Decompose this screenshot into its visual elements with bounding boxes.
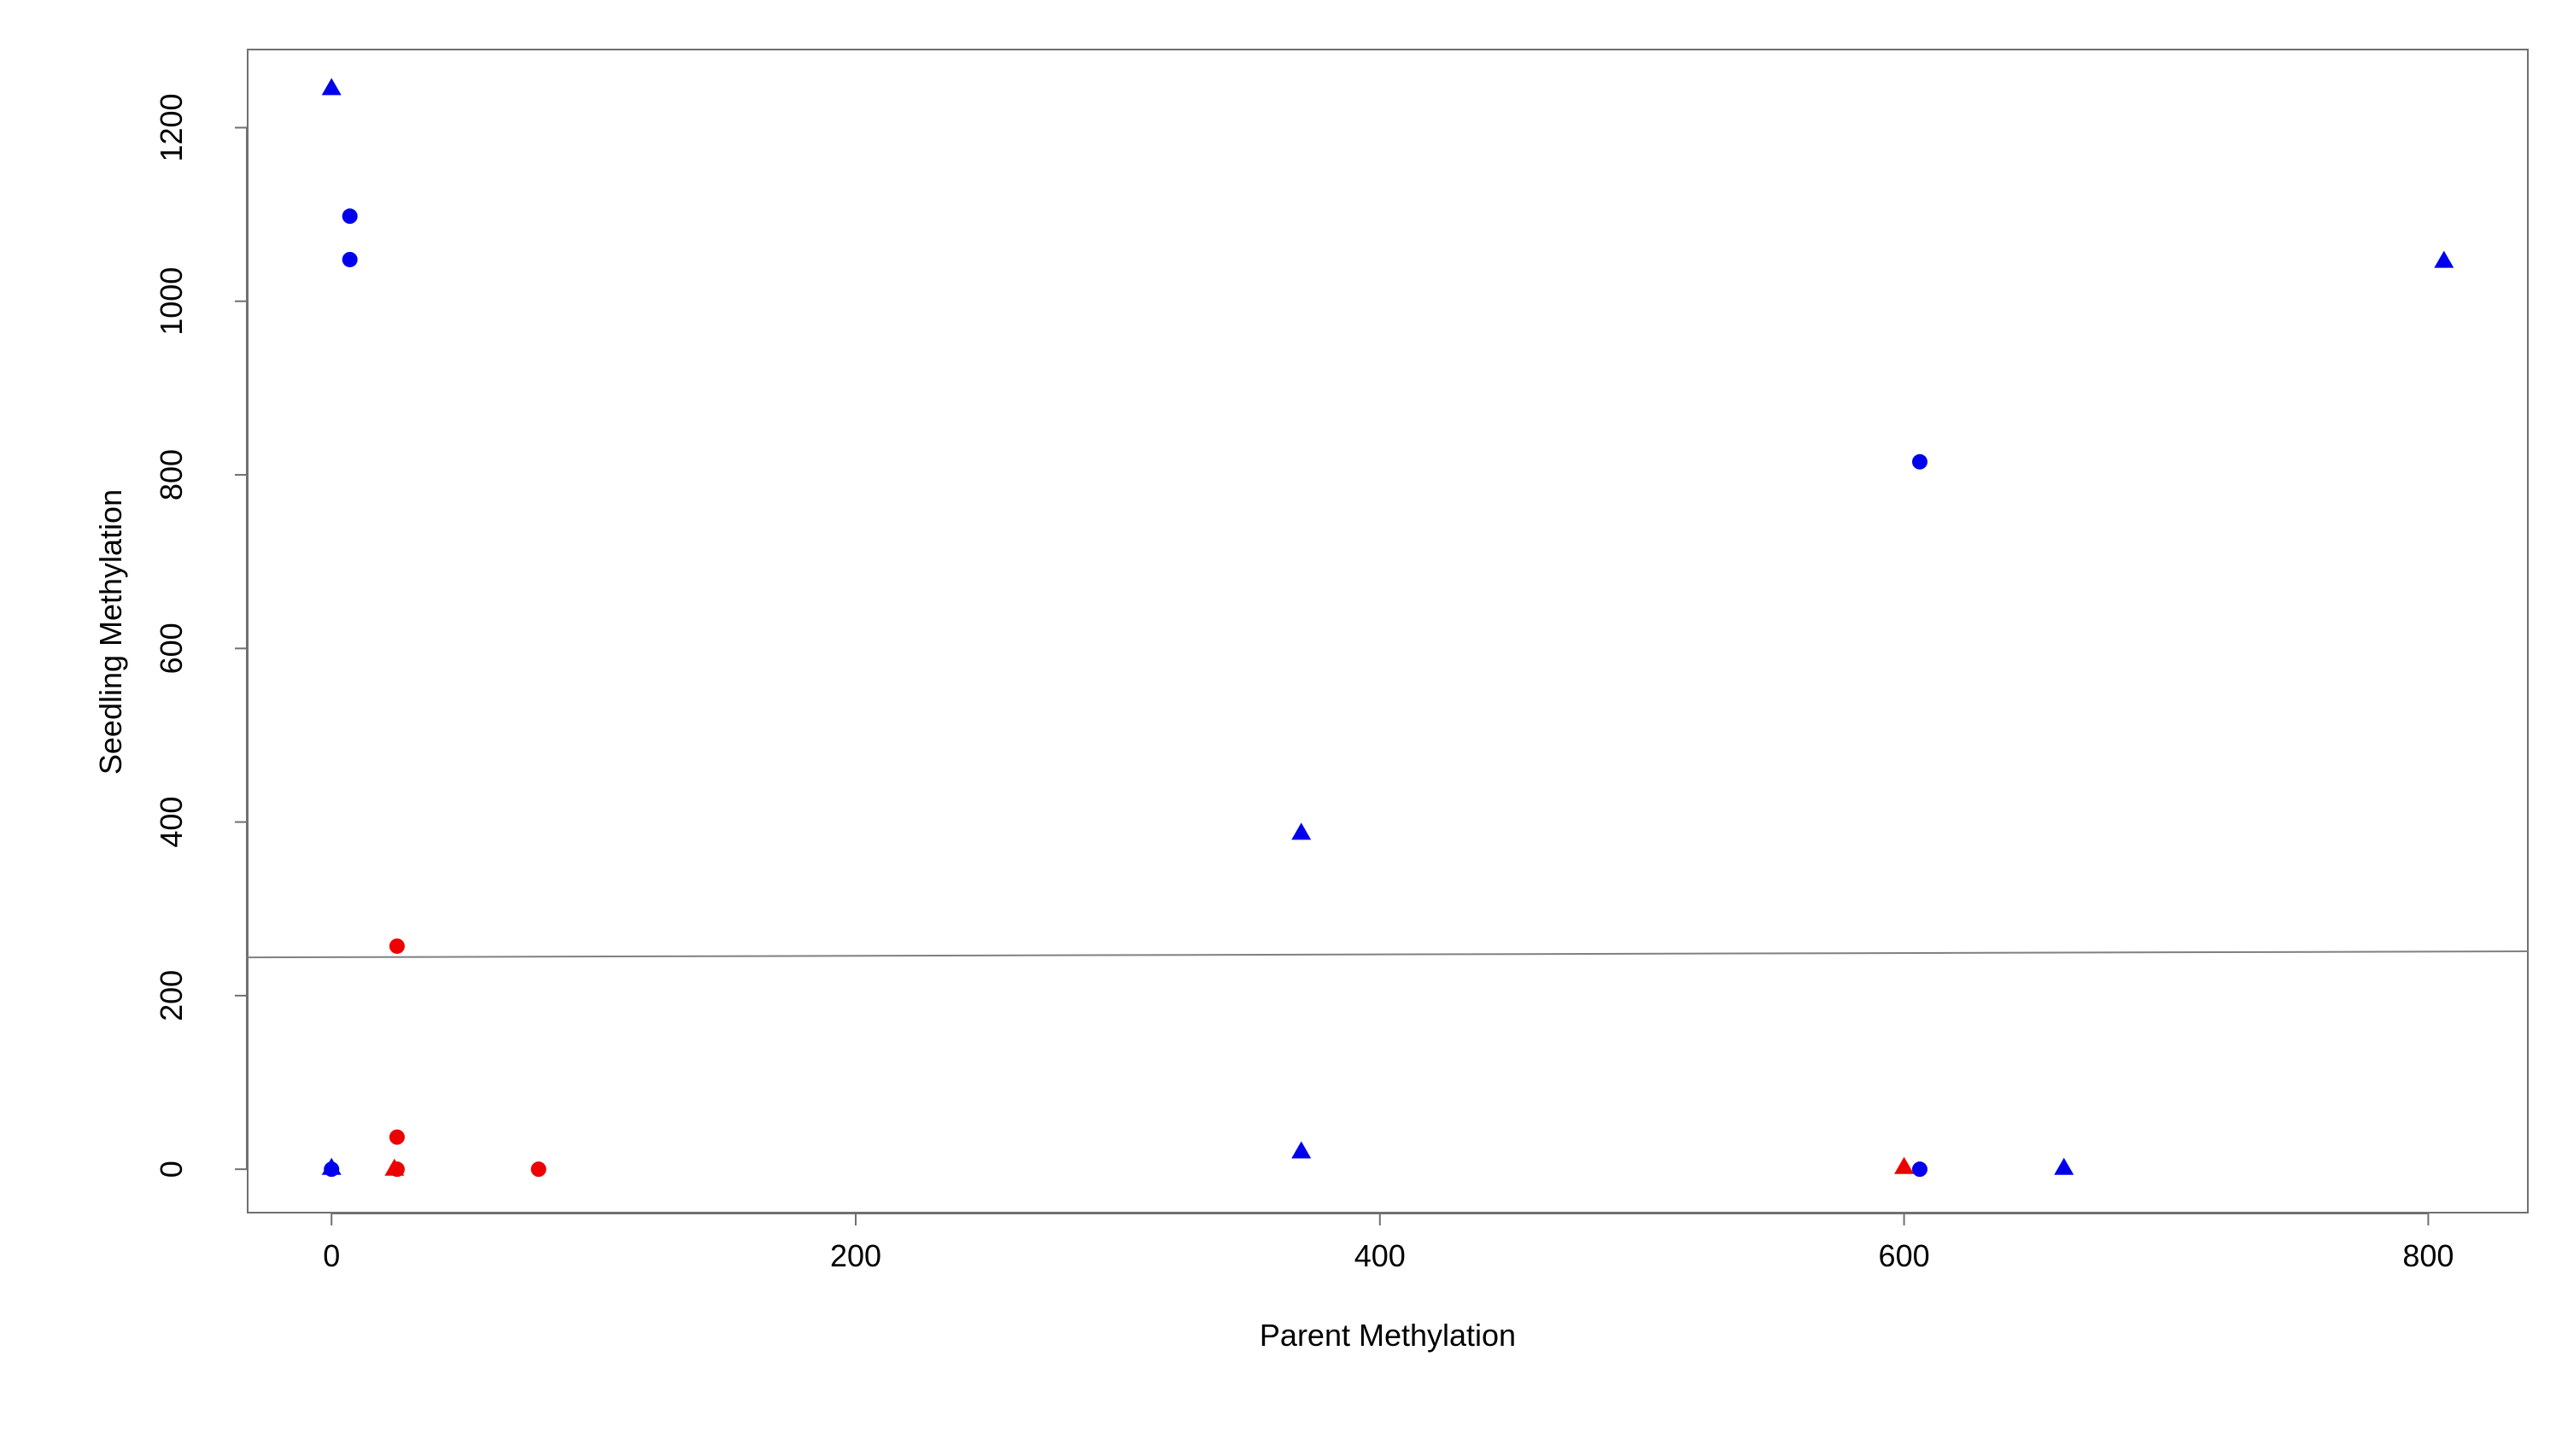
red-circle-point xyxy=(530,1161,547,1178)
blue-triangle-point xyxy=(321,1157,342,1175)
data-points xyxy=(321,78,2454,1178)
regression-line xyxy=(247,950,2529,959)
y-axis-label: Seedling Methylation xyxy=(93,489,128,775)
blue-circle-point xyxy=(342,208,358,225)
red-circle-point xyxy=(389,938,405,954)
x-tick-label: 200 xyxy=(830,1238,881,1273)
y-axis: 0 200 400 600 800 1000 1200 xyxy=(154,93,248,1178)
red-circle-point xyxy=(389,1129,405,1145)
y-tick-label: 0 xyxy=(154,1161,189,1178)
blue-triangle-point xyxy=(1291,1141,1312,1159)
x-tick-label: 400 xyxy=(1354,1238,1406,1273)
x-tick-label: 0 xyxy=(323,1238,340,1273)
x-tick-label: 800 xyxy=(2402,1238,2454,1273)
y-tick-label: 800 xyxy=(154,449,189,500)
blue-triangle-point xyxy=(321,78,342,96)
x-axis: 0 200 400 600 800 xyxy=(323,1213,2454,1273)
blue-triangle-point xyxy=(2434,250,2454,268)
blue-triangle-point xyxy=(1291,822,1312,840)
blue-circle-point xyxy=(342,251,358,267)
y-tick-label: 200 xyxy=(154,970,189,1021)
x-axis-label: Parent Methylation xyxy=(1260,1318,1516,1353)
red-triangle-point xyxy=(1894,1156,1915,1174)
y-tick-label: 1000 xyxy=(154,267,189,336)
y-tick-label: 600 xyxy=(154,623,189,674)
y-tick-label: 400 xyxy=(154,797,189,848)
x-tick-label: 600 xyxy=(1879,1238,1930,1273)
blue-triangle-point xyxy=(2054,1157,2074,1175)
red-triangle-point xyxy=(384,1158,405,1176)
blue-circle-point xyxy=(1912,1161,1927,1178)
y-tick-label: 1200 xyxy=(154,93,189,161)
plot-frame xyxy=(247,49,2529,1213)
blue-circle-point xyxy=(1912,453,1927,470)
regression-layer xyxy=(247,950,2529,959)
